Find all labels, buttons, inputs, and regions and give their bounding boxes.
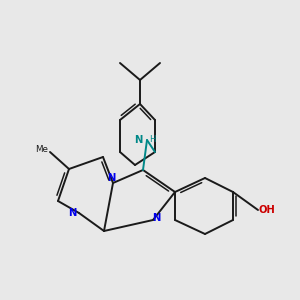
Text: Me: Me	[35, 145, 48, 154]
Text: N: N	[68, 208, 76, 218]
Text: N: N	[107, 172, 116, 183]
Text: H: H	[149, 136, 156, 145]
Text: N: N	[152, 213, 161, 223]
Text: OH: OH	[258, 205, 275, 215]
Text: N: N	[134, 135, 143, 145]
